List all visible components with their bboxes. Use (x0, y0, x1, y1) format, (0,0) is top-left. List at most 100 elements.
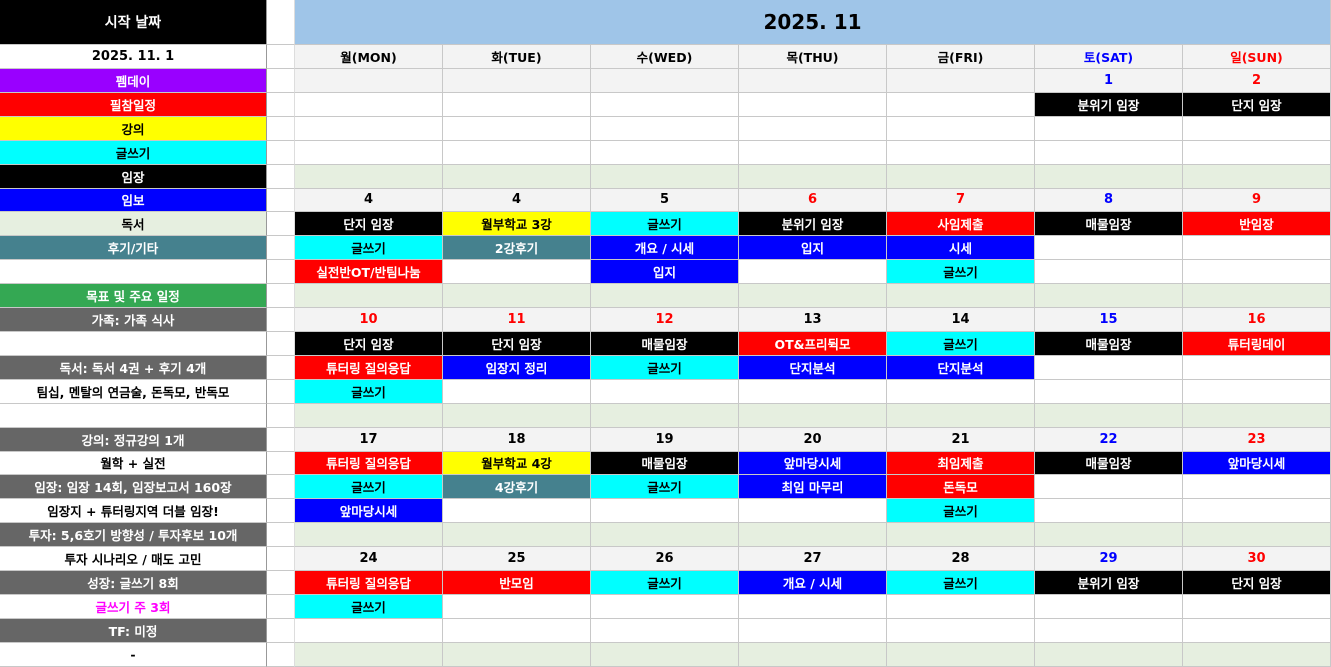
empty-cell[interactable] (443, 140, 591, 165)
week-spacer[interactable] (1035, 403, 1183, 428)
day-number[interactable]: 17 (295, 427, 443, 452)
weekday-header[interactable]: 토(SAT) (1035, 45, 1183, 69)
calendar-event[interactable]: 분위기 임장 (1035, 92, 1183, 117)
empty-cell[interactable] (295, 92, 443, 117)
sidebar-item[interactable]: 독서: 독서 4권 + 후기 4개 (0, 355, 267, 380)
calendar-event[interactable]: 매물임장 (591, 331, 739, 356)
weekday-header[interactable]: 일(SUN) (1183, 45, 1331, 69)
empty-cell[interactable] (443, 618, 591, 643)
day-number[interactable]: 23 (1183, 427, 1331, 452)
empty-cell[interactable] (1183, 260, 1331, 285)
week-spacer[interactable] (443, 403, 591, 428)
week-spacer[interactable] (1183, 403, 1331, 428)
calendar-event[interactable]: 임장지 정리 (443, 355, 591, 380)
calendar-event[interactable]: 튜터링 질의응답 (295, 451, 443, 476)
empty-cell[interactable] (1183, 140, 1331, 165)
day-number[interactable]: 18 (443, 427, 591, 452)
gap-cell[interactable] (267, 331, 295, 356)
empty-cell[interactable] (1035, 594, 1183, 619)
calendar-event[interactable]: 튜터링 질의응답 (295, 571, 443, 595)
week-spacer[interactable] (443, 284, 591, 309)
week-spacer[interactable] (1183, 164, 1331, 189)
day-number[interactable] (887, 69, 1035, 93)
day-number[interactable]: 2 (1183, 69, 1331, 93)
weekday-header[interactable]: 수(WED) (591, 45, 739, 69)
sidebar-item[interactable]: 임장 (0, 164, 267, 189)
day-number[interactable] (295, 69, 443, 93)
sidebar-item[interactable]: 강의: 정규강의 1개 (0, 427, 267, 452)
calendar-event[interactable]: 글쓰기 (887, 499, 1035, 524)
calendar-event[interactable]: 최임제출 (887, 451, 1035, 476)
empty-cell[interactable] (887, 618, 1035, 643)
calendar-event[interactable]: 단지분석 (887, 355, 1035, 380)
empty-cell[interactable] (591, 499, 739, 524)
empty-cell[interactable] (1035, 140, 1183, 165)
empty-cell[interactable] (887, 116, 1035, 141)
empty-cell[interactable] (1035, 618, 1183, 643)
sidebar-item[interactable]: 임보 (0, 188, 267, 213)
week-spacer[interactable] (1035, 642, 1183, 667)
empty-cell[interactable] (739, 116, 887, 141)
day-number[interactable]: 25 (443, 547, 591, 572)
empty-cell[interactable] (1183, 618, 1331, 643)
day-number[interactable]: 9 (1183, 188, 1331, 213)
empty-cell[interactable] (1035, 260, 1183, 285)
day-number[interactable]: 11 (443, 308, 591, 332)
week-spacer[interactable] (739, 403, 887, 428)
day-number[interactable]: 16 (1183, 308, 1331, 332)
day-number[interactable]: 10 (295, 308, 443, 332)
gap-cell[interactable] (267, 0, 295, 45)
gap-cell[interactable] (267, 618, 295, 643)
gap-cell[interactable] (267, 284, 295, 309)
calendar-event[interactable]: 최임 마무리 (739, 475, 887, 500)
sidebar-item[interactable] (0, 403, 267, 428)
empty-cell[interactable] (887, 594, 1035, 619)
gap-cell[interactable] (267, 45, 295, 69)
weekday-header[interactable]: 월(MON) (295, 45, 443, 69)
gap-cell[interactable] (267, 451, 295, 476)
gap-cell[interactable] (267, 69, 295, 93)
calendar-event[interactable]: 글쓰기 (591, 475, 739, 500)
empty-cell[interactable] (1183, 116, 1331, 141)
empty-cell[interactable] (887, 379, 1035, 404)
empty-cell[interactable] (739, 140, 887, 165)
calendar-event[interactable]: 글쓰기 (295, 236, 443, 261)
sidebar-item[interactable]: 임장: 임장 14회, 임장보고서 160장 (0, 475, 267, 500)
day-number[interactable]: 4 (443, 188, 591, 213)
day-number[interactable]: 15 (1035, 308, 1183, 332)
calendar-event[interactable]: 매물임장 (591, 451, 739, 476)
week-spacer[interactable] (591, 523, 739, 548)
empty-cell[interactable] (739, 618, 887, 643)
sidebar-item[interactable]: 임장지 + 튜터링지역 더블 임장! (0, 499, 267, 524)
sidebar-item[interactable] (0, 260, 267, 285)
empty-cell[interactable] (443, 379, 591, 404)
week-spacer[interactable] (1035, 523, 1183, 548)
gap-cell[interactable] (267, 355, 295, 380)
gap-cell[interactable] (267, 571, 295, 595)
week-spacer[interactable] (887, 164, 1035, 189)
day-number[interactable] (591, 69, 739, 93)
day-number[interactable]: 8 (1035, 188, 1183, 213)
sidebar-item[interactable]: 글쓰기 (0, 140, 267, 165)
calendar-event[interactable]: 글쓰기 (887, 571, 1035, 595)
weekday-header[interactable]: 목(THU) (739, 45, 887, 69)
calendar-event[interactable]: 4강후기 (443, 475, 591, 500)
empty-cell[interactable] (591, 92, 739, 117)
calendar-event[interactable]: 글쓰기 (295, 379, 443, 404)
week-spacer[interactable] (739, 284, 887, 309)
week-spacer[interactable] (1183, 284, 1331, 309)
weekday-header[interactable]: 금(FRI) (887, 45, 1035, 69)
gap-cell[interactable] (267, 116, 295, 141)
day-number[interactable]: 21 (887, 427, 1035, 452)
empty-cell[interactable] (887, 140, 1035, 165)
calendar-event[interactable]: 분위기 임장 (739, 212, 887, 237)
calendar-event[interactable]: 단지 임장 (295, 331, 443, 356)
week-spacer[interactable] (887, 642, 1035, 667)
calendar-event[interactable]: 개요 / 시세 (591, 236, 739, 261)
calendar-event[interactable]: 반임장 (1183, 212, 1331, 237)
calendar-event[interactable]: 단지 임장 (443, 331, 591, 356)
week-spacer[interactable] (591, 164, 739, 189)
calendar-event[interactable]: 사임제출 (887, 212, 1035, 237)
gap-cell[interactable] (267, 594, 295, 619)
gap-cell[interactable] (267, 379, 295, 404)
